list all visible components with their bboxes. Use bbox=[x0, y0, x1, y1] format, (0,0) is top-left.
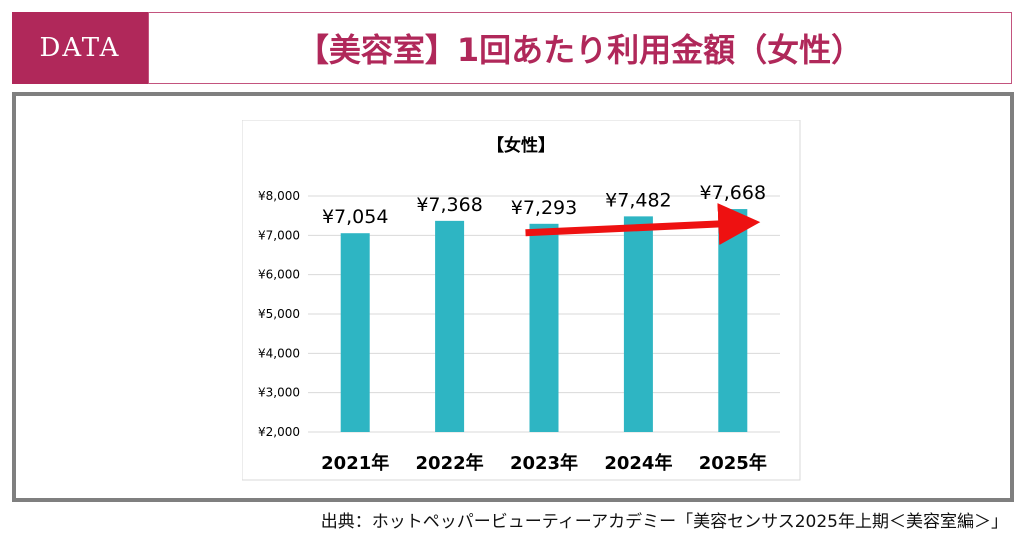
bar bbox=[529, 223, 559, 432]
data-label: ¥7,054 bbox=[322, 206, 388, 228]
data-label: ¥7,668 bbox=[700, 182, 766, 204]
page-title: 【美容室】1回あたり利用金額（女性） bbox=[296, 31, 864, 69]
y-tick-label: ¥8,000 bbox=[258, 189, 300, 203]
x-tick-label: 2024年 bbox=[604, 452, 672, 474]
x-tick-label: 2022年 bbox=[416, 452, 484, 474]
x-tick-label: 2023年 bbox=[510, 452, 578, 474]
y-tick-label: ¥7,000 bbox=[258, 228, 300, 242]
x-tick-label: 2025年 bbox=[699, 452, 767, 474]
bar bbox=[340, 233, 370, 432]
data-label: ¥7,482 bbox=[605, 189, 671, 211]
bar bbox=[718, 209, 748, 432]
data-label: ¥7,368 bbox=[416, 194, 482, 216]
y-tick-label: ¥5,000 bbox=[258, 307, 300, 321]
x-tick-label: 2021年 bbox=[321, 452, 389, 474]
data-badge: DATA bbox=[12, 12, 148, 84]
chart-title: 【女性】 bbox=[487, 135, 555, 156]
source-note: 出典：ホットペッパービューティーアカデミー「美容センサス2025年上期＜美容室編… bbox=[320, 512, 1008, 532]
bar-chart: 【女性】 ¥2,000 ¥3,000 ¥4,000 ¥5,000 ¥6,000 ¥7,00… bbox=[242, 120, 801, 481]
trend-arrow bbox=[525, 203, 761, 245]
header: DATA 【美容室】1回あたり利用金額（女性） bbox=[12, 12, 1012, 84]
y-tick-label: ¥4,000 bbox=[258, 346, 300, 360]
bar bbox=[623, 216, 653, 432]
y-tick-label: ¥3,000 bbox=[258, 386, 300, 400]
title-box: 【美容室】1回あたり利用金額（女性） bbox=[148, 12, 1012, 84]
bar bbox=[435, 220, 465, 432]
y-tick-label: ¥2,000 bbox=[258, 425, 300, 439]
y-tick-label: ¥6,000 bbox=[258, 268, 300, 282]
data-label: ¥7,293 bbox=[511, 197, 577, 219]
chart-area bbox=[242, 120, 801, 481]
